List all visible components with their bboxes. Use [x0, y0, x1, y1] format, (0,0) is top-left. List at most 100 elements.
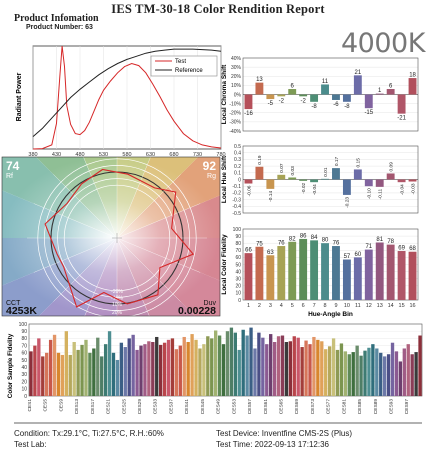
ytick-label: 0%: [234, 92, 242, 98]
ytick-label: 0: [238, 177, 241, 183]
spd-legend: Test Reference: [150, 55, 218, 77]
bar-bin-12: [364, 179, 373, 187]
bar-value-label: -8: [311, 104, 317, 110]
sample-bar: [300, 347, 304, 396]
bar-value-label: 6: [389, 84, 393, 90]
sample-bar: [72, 342, 76, 396]
sample-bar: [414, 352, 418, 396]
sample-bar: [111, 352, 116, 396]
ylabel: Local Color Fidelity: [221, 234, 228, 295]
legend-test-label: Test: [175, 59, 186, 65]
rg-label: Rg: [207, 173, 216, 180]
sample-bar: [178, 345, 182, 396]
sample-bar: [52, 334, 57, 396]
sample-bar: [202, 344, 206, 396]
sample-xtick-label: CES89: [373, 399, 379, 415]
bar-value-label: 82: [289, 236, 296, 242]
bar-value-label: 76: [278, 241, 285, 247]
bar-value-label: -21: [397, 116, 406, 122]
bar-value-label: 21: [355, 70, 362, 76]
sample-bar: [288, 341, 293, 396]
sample-bar: [92, 348, 96, 396]
sample-bar: [76, 349, 80, 396]
sample-bar: [284, 342, 289, 396]
bar-bin-16: [408, 251, 417, 300]
bar-value-label: 78: [387, 239, 394, 245]
ytick-label: 90: [235, 234, 241, 240]
bar-value-label: 71: [365, 244, 372, 250]
spd-series-test: [32, 45, 222, 150]
bar-bin-8: [321, 243, 329, 300]
sample-bar: [119, 342, 124, 396]
xlabel: Hue-Angle Bin: [308, 311, 353, 318]
sample-xtick-label: CES33: [153, 399, 159, 415]
hue-shift-chart: 0.50.40.30.20.10-0.1-0.2-0.3-0.4-0.5 -0.0…: [221, 144, 419, 217]
sample-xtick-label: CES29: [137, 399, 143, 415]
sample-bar: [355, 345, 359, 396]
sample-bar: [241, 329, 245, 396]
ytick-label: -40%: [229, 129, 241, 135]
xtick-label: 4: [280, 303, 283, 309]
sample-bar: [272, 342, 277, 396]
bar-value-label: 69: [398, 246, 405, 252]
sample-bar: [131, 334, 135, 396]
chroma-shift-chart: 40% 30% 20% 10% 0% -10% -20% -30% -40% -16 13 -5 -2 6…: [221, 56, 419, 135]
ytick-label: 40%: [231, 56, 242, 62]
sample-bar: [398, 361, 403, 396]
bar-bin-11: [353, 169, 362, 180]
spd-xtick-label: 630: [146, 152, 155, 158]
sample-bar: [367, 347, 371, 396]
sample-bar: [375, 348, 379, 396]
sample-xtick-label: CES13: [74, 399, 80, 415]
sample-bar: [88, 352, 92, 396]
bar-bin-3: [266, 255, 275, 300]
bar-value-label: -0.02: [301, 183, 307, 194]
spd-xtick-label: 580: [122, 152, 131, 158]
spd-xtick-label: 730: [193, 152, 202, 158]
spd-series-reference: [32, 48, 222, 137]
test-vector-polygon: [44, 168, 195, 308]
vector-ring-label: -10%: [111, 295, 123, 301]
rf-value: 74: [6, 159, 20, 173]
sample-bar: [327, 346, 332, 396]
sample-bar: [280, 335, 285, 396]
bar-bin-9: [332, 168, 340, 180]
bar-value-label: 66: [245, 248, 252, 254]
bar-value-label: 0.19: [257, 155, 263, 165]
sample-xtick-label: CES9: [58, 399, 64, 412]
ytick-label: 0.5: [234, 144, 241, 150]
bar-bin-6: [299, 94, 308, 97]
bar-value-label: 68: [409, 246, 416, 252]
spd-xtick-label: 480: [75, 152, 84, 158]
ytick-label: -10%: [229, 101, 241, 107]
sample-bar: [80, 344, 84, 396]
sample-bar: [158, 344, 163, 396]
sample-bar: [155, 336, 159, 396]
bar-bin-9: [332, 246, 340, 300]
bar-bin-14: [386, 173, 395, 180]
bar-bin-5: [288, 177, 297, 180]
vector-spoke: [116, 237, 150, 316]
sample-bar: [151, 342, 155, 396]
vector-ring-label: 20%: [112, 310, 123, 316]
sample-bar: [96, 337, 100, 396]
sample-bar: [296, 337, 300, 396]
sample-bar: [261, 337, 265, 396]
sample-bar: [174, 349, 179, 396]
ytick-label: 80: [235, 241, 241, 247]
vector-spoke: [83, 157, 118, 239]
vector-ring-label: -20%: [111, 289, 123, 295]
sample-xtick-label: CES93: [389, 399, 395, 415]
bar-value-label: 63: [267, 250, 274, 256]
ytick-label: -0.2: [232, 191, 241, 197]
bar-value-label: 84: [311, 235, 318, 241]
sample-xtick-label: CES49: [216, 399, 222, 415]
spd-xtick-label: 680: [169, 152, 178, 158]
sample-bar: [316, 339, 320, 396]
sample-bar: [406, 344, 410, 396]
spd-xtick-label: 430: [52, 152, 61, 158]
bar-bin-8: [321, 178, 329, 180]
ytick-label: 0.3: [234, 157, 241, 163]
sample-xtick-label: CES77: [326, 399, 332, 415]
sample-bar: [127, 338, 131, 396]
